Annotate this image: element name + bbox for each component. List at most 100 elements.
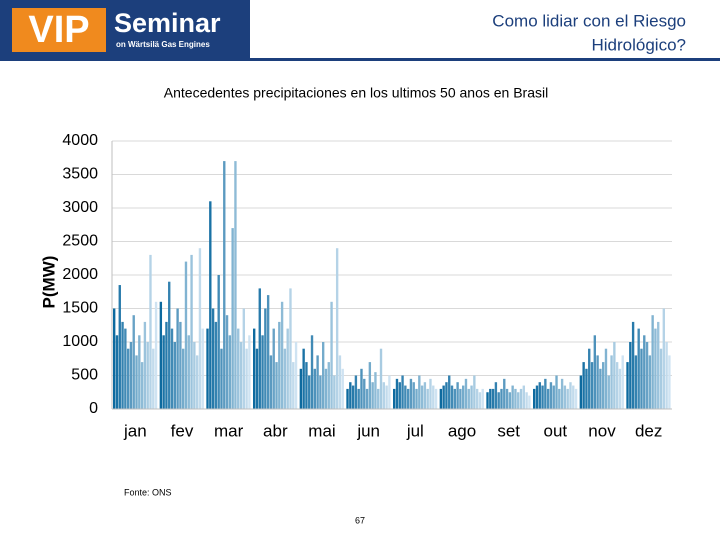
bar (668, 355, 671, 409)
bar (481, 388, 484, 409)
logo-vip: VIP (28, 9, 89, 51)
bar (338, 355, 342, 409)
bar (555, 375, 558, 409)
header-rule (0, 58, 720, 61)
bar (310, 335, 314, 409)
bar (445, 382, 448, 409)
bar (464, 378, 468, 409)
bar (596, 355, 599, 409)
bar (500, 388, 503, 409)
bar (223, 161, 226, 409)
bar (604, 348, 608, 409)
logo-sub: on Wärtsilä Gas Engines (116, 40, 210, 49)
logo-seminar: Seminar (114, 8, 221, 38)
bar (118, 285, 121, 409)
bar (654, 328, 657, 409)
bar (432, 385, 435, 409)
bar (566, 388, 569, 409)
x-tick-label: nov (588, 421, 616, 440)
bar (335, 248, 339, 409)
bar (572, 385, 575, 409)
bar (154, 301, 158, 409)
bar (385, 385, 388, 409)
bar (610, 355, 613, 409)
x-tick-label: jan (123, 421, 147, 440)
bar (645, 342, 649, 409)
bar (593, 335, 596, 409)
bar (176, 308, 179, 409)
bar (220, 348, 223, 409)
bar (634, 355, 638, 409)
bar (198, 248, 202, 409)
bar (470, 385, 473, 409)
bar (140, 362, 144, 409)
bar (618, 368, 622, 409)
bar (637, 328, 640, 409)
bar (324, 368, 328, 409)
bar (560, 378, 564, 409)
bar (269, 355, 273, 409)
bar (659, 348, 663, 409)
bar (234, 161, 237, 409)
bar (546, 388, 550, 409)
bar (237, 328, 240, 409)
bar (541, 385, 544, 409)
bar (365, 388, 369, 409)
bar (363, 378, 366, 409)
bar (563, 385, 567, 409)
bar (333, 375, 336, 409)
bar (662, 308, 665, 409)
bar (651, 315, 654, 409)
bar (211, 308, 215, 409)
y-tick-label: 0 (89, 400, 98, 417)
bar (294, 342, 298, 409)
bar (228, 335, 232, 409)
bar (327, 362, 330, 409)
bar (401, 375, 404, 409)
x-tick-label: out (544, 421, 568, 440)
bar (225, 315, 229, 409)
bar (322, 342, 325, 409)
y-tick-label: 2000 (62, 266, 98, 283)
bar (489, 388, 492, 409)
bar (217, 275, 220, 409)
y-tick-label: 1000 (62, 333, 98, 350)
bar (255, 348, 259, 409)
bar (258, 288, 261, 409)
x-tick-label: mai (308, 421, 335, 440)
bar (165, 321, 168, 409)
bar (209, 201, 212, 409)
bar (132, 315, 135, 409)
bar (308, 375, 311, 409)
bar (585, 368, 588, 409)
bar (517, 392, 520, 409)
bar (535, 385, 539, 409)
bar (341, 368, 344, 409)
x-tick-label: jul (406, 421, 424, 440)
bar (491, 388, 495, 409)
bar (420, 385, 424, 409)
bar (544, 378, 547, 409)
x-tick-label: ago (448, 421, 476, 440)
bar (261, 335, 264, 409)
bar (497, 392, 500, 409)
bar (434, 388, 438, 409)
x-tick-label: abr (263, 421, 288, 440)
bar (588, 348, 591, 409)
bar (533, 388, 536, 409)
bar (319, 375, 322, 409)
bar (182, 348, 185, 409)
bar (195, 355, 199, 409)
bar (286, 328, 289, 409)
bar (242, 308, 245, 409)
bar (398, 382, 401, 409)
bar (357, 388, 360, 409)
bar (442, 385, 445, 409)
x-tick-label: dez (635, 421, 662, 440)
bar (214, 321, 218, 409)
bar (121, 321, 124, 409)
bar (426, 388, 429, 409)
bar (382, 382, 385, 409)
bar (280, 301, 284, 409)
bar (388, 375, 391, 409)
